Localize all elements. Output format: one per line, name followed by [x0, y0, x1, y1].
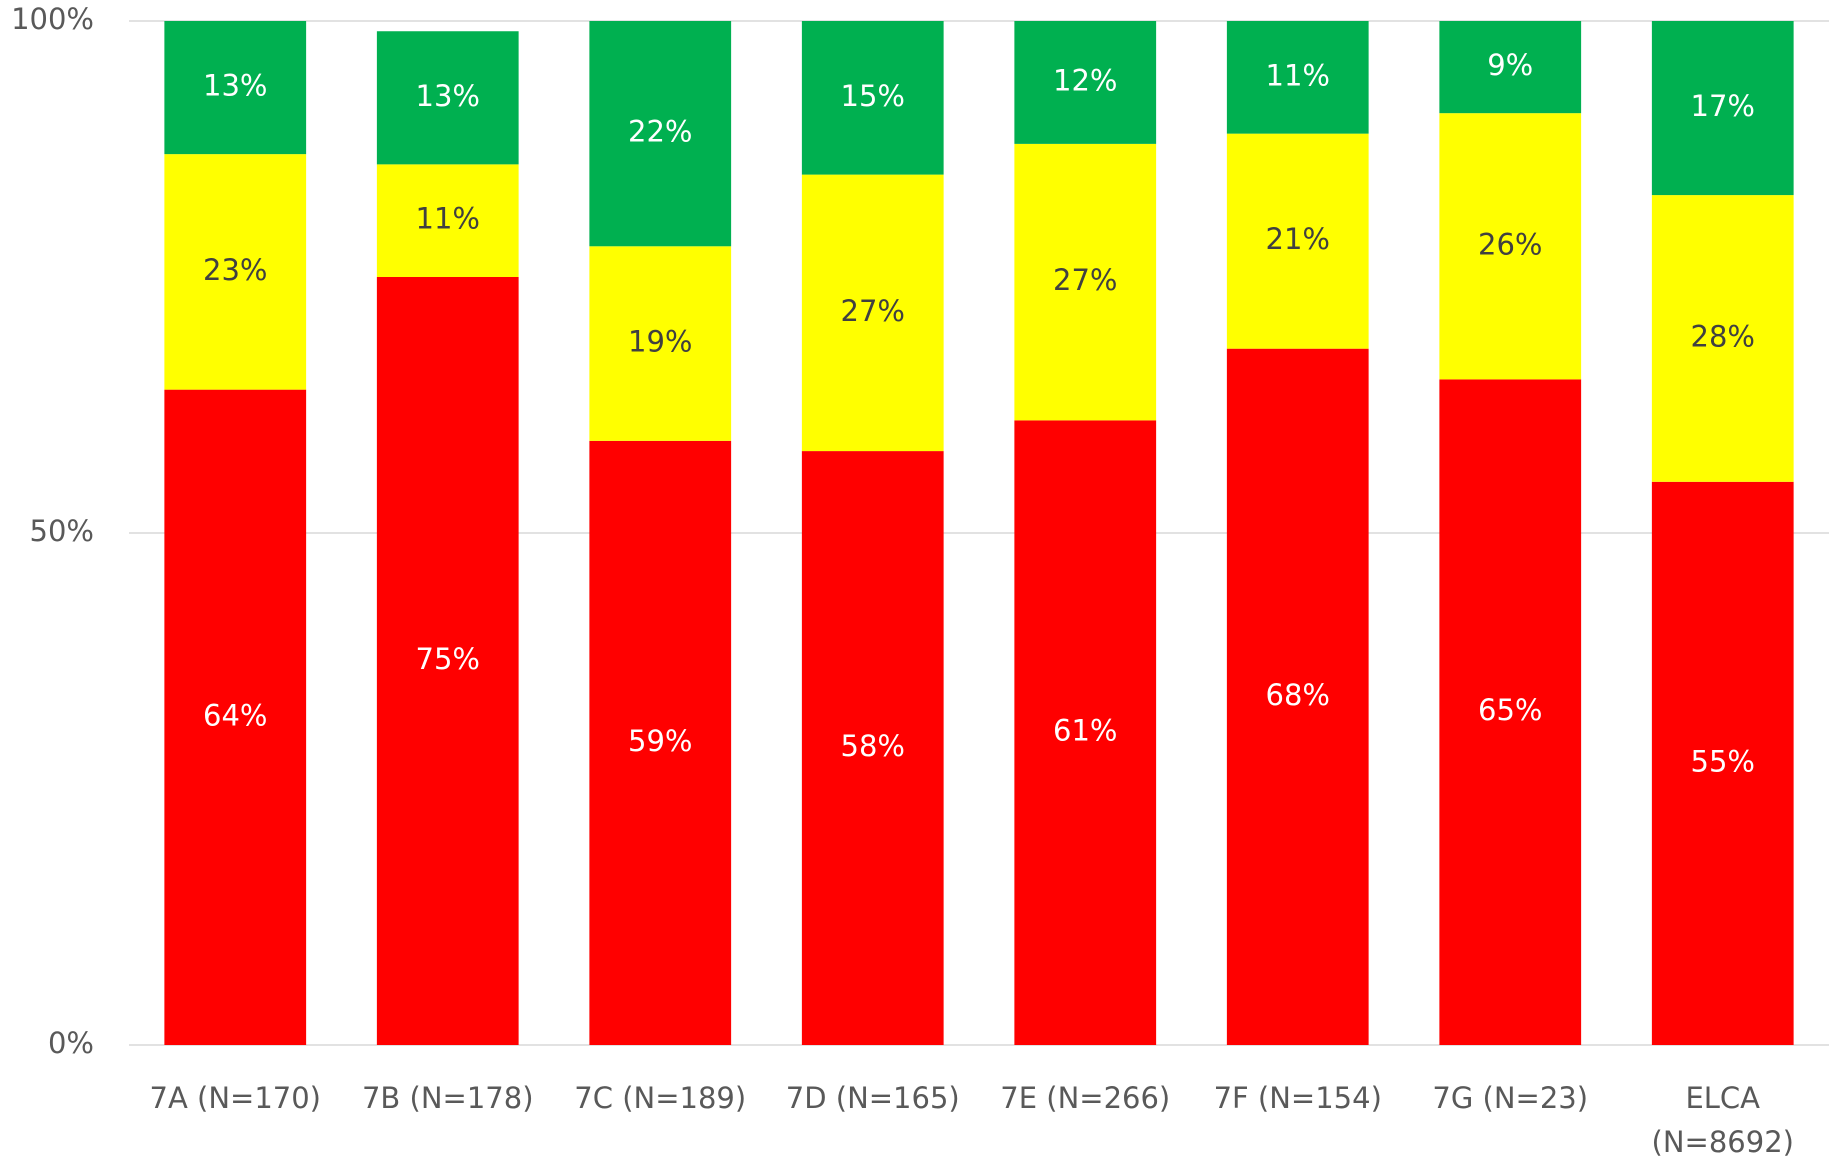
data-label: 9%: [1487, 48, 1533, 82]
data-label: 55%: [1691, 744, 1755, 778]
data-label: 28%: [1691, 319, 1755, 353]
data-label: 12%: [1053, 63, 1117, 97]
data-label: 22%: [628, 115, 692, 149]
data-label: 27%: [1053, 263, 1117, 297]
x-tick-label: 7F (N=154): [1213, 1081, 1382, 1115]
x-tick-label: 7D (N=165): [785, 1081, 960, 1115]
bar-segment: [376, 277, 519, 1045]
data-label: 11%: [1266, 58, 1330, 92]
bar-segment: [801, 451, 944, 1046]
bar-segment: [1226, 133, 1369, 349]
bar-segment: [1651, 481, 1794, 1045]
x-tick-label: 7C (N=189): [574, 1081, 747, 1115]
data-label: 19%: [628, 325, 692, 359]
bar-segment: [376, 164, 519, 277]
data-label: 17%: [1691, 89, 1755, 123]
data-label: 23%: [203, 253, 267, 287]
data-label: 26%: [1478, 227, 1542, 261]
data-label: 59%: [628, 724, 692, 758]
data-label: 13%: [203, 69, 267, 103]
bar-segment: [1651, 195, 1794, 482]
data-label: 68%: [1266, 678, 1330, 712]
bar-segment: [801, 21, 944, 175]
bar-segment: [1439, 113, 1582, 380]
data-label: 27%: [841, 294, 905, 328]
data-label: 64%: [203, 698, 267, 732]
data-label: 58%: [841, 729, 905, 763]
bar-segment: [1439, 379, 1582, 1045]
data-label: 11%: [416, 202, 480, 236]
x-tick-label: 7A (N=170): [149, 1081, 321, 1115]
data-label: 21%: [1266, 222, 1330, 256]
y-tick-label: 0%: [48, 1026, 94, 1060]
y-tick-label: 50%: [30, 514, 94, 548]
data-label: 61%: [1053, 714, 1117, 748]
x-tick-label: 7E (N=266): [1000, 1081, 1171, 1115]
y-tick-label: 100%: [11, 2, 94, 36]
bar-segment: [1651, 21, 1794, 196]
x-tick-label: ELCA (N=8692): [1651, 1081, 1794, 1157]
bar-segment: [1226, 21, 1369, 134]
bar-segment: [589, 440, 732, 1046]
bar-segment: [164, 154, 307, 390]
x-tick-label: 7G (N=23): [1432, 1081, 1589, 1115]
bar-segment: [801, 174, 944, 452]
bar-segment: [589, 246, 732, 441]
bar-segment: [1439, 21, 1582, 114]
bar-segment: [1014, 21, 1157, 144]
data-label: 65%: [1478, 693, 1542, 727]
bar-segment: [1226, 348, 1369, 1045]
data-label: 75%: [416, 642, 480, 676]
bar-segment: [1014, 143, 1157, 421]
data-label: 13%: [416, 79, 480, 113]
bar-segment: [376, 31, 519, 165]
bar-segment: [164, 21, 307, 155]
bar-segment: [1014, 420, 1157, 1045]
data-label: 15%: [841, 79, 905, 113]
bar-segment: [164, 389, 307, 1045]
bar-segment: [589, 21, 732, 247]
x-tick-label: 7B (N=178): [361, 1081, 534, 1115]
